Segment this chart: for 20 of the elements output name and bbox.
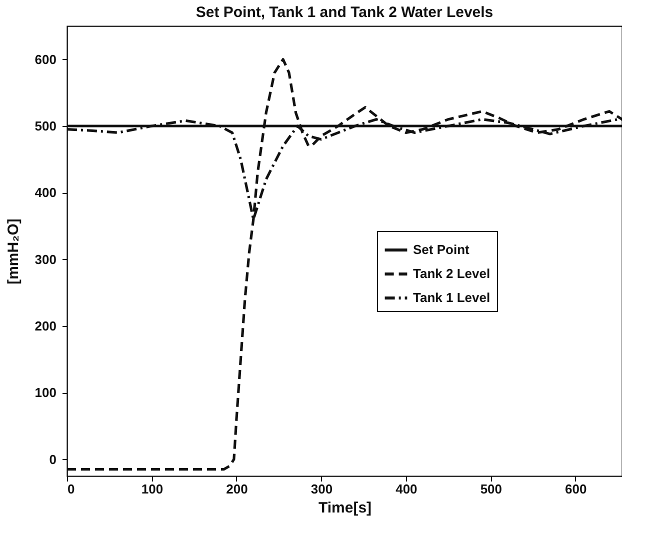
- chart-title: Set Point, Tank 1 and Tank 2 Water Levels: [196, 4, 494, 21]
- legend-label: Tank 2 Level: [413, 266, 490, 281]
- x-tick-label: 300: [310, 482, 333, 496]
- x-tick-label: 0: [68, 482, 75, 496]
- x-axis-title: Time[s]: [318, 500, 372, 516]
- y-tick-label: 400: [34, 185, 56, 200]
- y-tick-label: 0: [49, 452, 56, 467]
- x-tick-label: 100: [141, 482, 164, 496]
- x-tick-label: 200: [226, 482, 248, 496]
- x-tick-label: 500: [480, 482, 502, 496]
- y-tick-label: 200: [34, 318, 56, 334]
- x-tick-label: 600: [565, 482, 587, 496]
- y-tick-label: 500: [34, 118, 56, 134]
- y-tick-label: 600: [34, 52, 56, 67]
- legend-label: Set Point: [413, 242, 470, 257]
- legend-label: Tank 1 Level: [413, 290, 490, 305]
- x-tick-label: 400: [396, 482, 418, 496]
- y-tick-label: 100: [34, 385, 56, 400]
- y-axis-title: [mmH₂O]: [4, 218, 22, 284]
- y-tick-label: 300: [34, 252, 56, 267]
